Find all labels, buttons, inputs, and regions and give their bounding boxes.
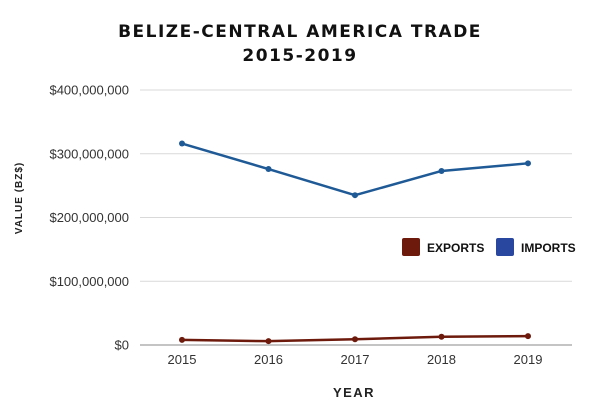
data-point-exports [438,333,445,340]
legend-swatch-exports [402,238,420,256]
data-point-imports [525,160,531,167]
data-point-exports [352,336,358,343]
series-line-imports [181,142,529,197]
x-tick-label: 2018 [427,352,456,367]
data-point-imports [352,192,358,199]
data-point-exports [179,336,185,343]
y-tick-label: $200,000,000 [49,210,129,225]
x-tick-label: 2016 [254,352,283,367]
chart-title-line-2: 2015-2019 [242,46,358,66]
data-point-exports [525,333,531,340]
x-tick-label: 2015 [168,352,197,367]
legend-label-imports: IMPORTS [521,241,576,255]
data-point-imports [265,166,272,173]
y-tick-label: $300,000,000 [49,146,129,161]
x-tick-label: 2019 [514,352,543,367]
y-tick-label: $400,000,000 [49,83,129,98]
data-point-imports [438,167,445,174]
data-point-exports [265,338,272,345]
data-point-imports [179,140,185,147]
y-tick-label: $0 [115,338,129,353]
legend-label-exports: EXPORTS [427,241,484,255]
legend-swatch-imports [496,238,514,256]
x-tick-label: 2017 [341,352,370,367]
y-tick-label: $100,000,000 [49,274,129,289]
x-axis-title: YEAR [333,385,375,400]
y-axis-title: VALUE (BZ$) [14,162,25,234]
chart-title-line-1: BELIZE-CENTRAL AMERICA TRADE [118,22,482,42]
